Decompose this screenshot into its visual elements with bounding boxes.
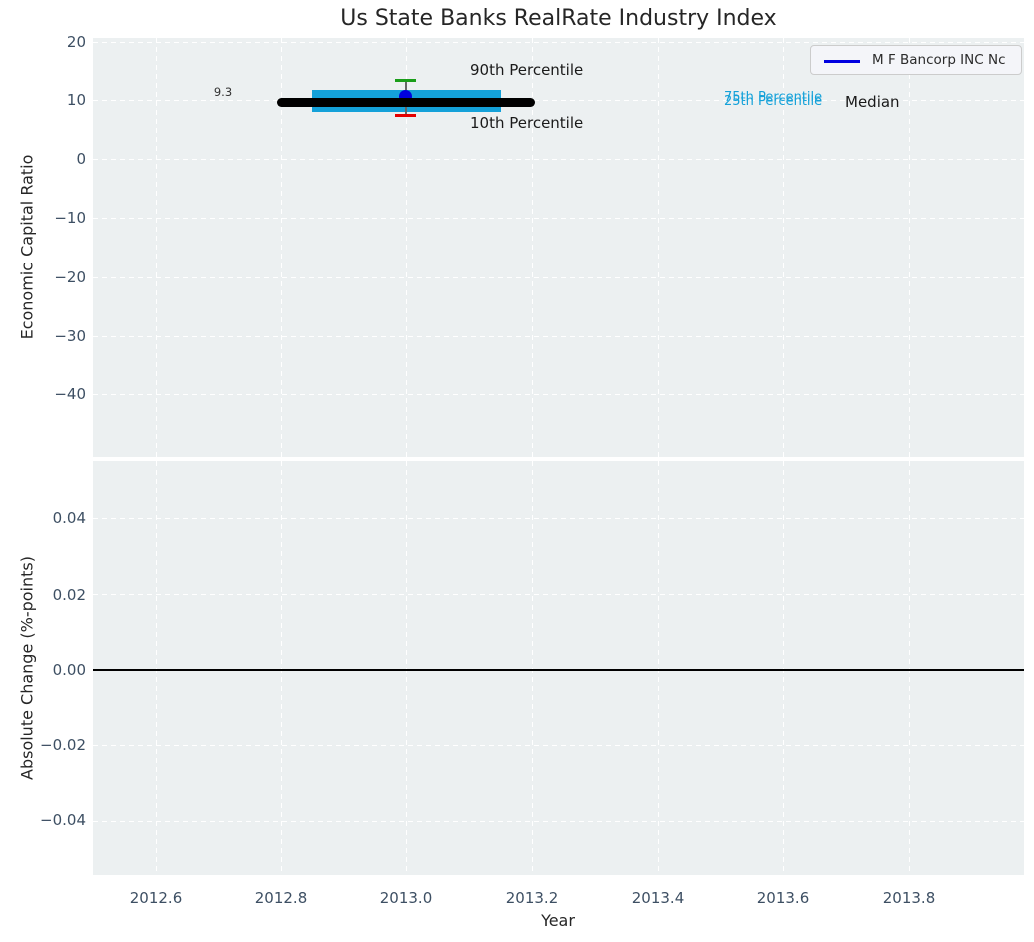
gridline-h [93, 821, 1024, 822]
gridline-h [93, 394, 1024, 395]
gridline-v [281, 461, 282, 875]
y-tick-label: 0 [76, 150, 86, 168]
legend-label: M F Bancorp INC Nc [872, 52, 1006, 68]
top-axes: 9.3 90th Percentile 10th Percentile 75th… [93, 38, 1024, 457]
p10-whisker-cap [395, 114, 416, 117]
y-tick-label: 0.02 [52, 586, 86, 604]
x-tick-label: 2013.2 [505, 889, 559, 907]
gridline-v [783, 38, 784, 457]
p75-annotation: 75th Percentile [724, 90, 823, 105]
y-tick-label: 10 [66, 91, 86, 109]
y-tick-label: −10 [54, 209, 86, 227]
gridline-h [93, 336, 1024, 337]
legend: M F Bancorp INC Nc [810, 45, 1022, 75]
y-tick-label: −0.02 [40, 736, 86, 754]
gridline-v [532, 38, 533, 457]
gridline-v [658, 38, 659, 457]
legend-line-swatch [824, 60, 860, 63]
gridline-h [93, 745, 1024, 746]
bottom-axes [93, 461, 1024, 875]
p10-annotation: 10th Percentile [470, 114, 584, 132]
gridline-v [406, 38, 407, 457]
gridline-h [93, 518, 1024, 519]
chart-title: Us State Banks RealRate Industry Index [340, 6, 777, 31]
gridline-v [281, 38, 282, 457]
gridline-v [658, 461, 659, 875]
median-line [277, 98, 535, 107]
gridline-v [909, 461, 910, 875]
y-tick-label: −40 [54, 385, 86, 403]
bottom-y-axis-label: Absolute Change (%-points) [17, 556, 37, 780]
gridline-v [532, 461, 533, 875]
p90-annotation: 90th Percentile [470, 61, 584, 79]
zero-baseline [93, 669, 1024, 671]
y-tick-label: 0.04 [52, 509, 86, 527]
y-tick-label: −30 [54, 327, 86, 345]
y-tick-label: 0.00 [52, 661, 86, 679]
gridline-v [156, 38, 157, 457]
gridline-h [93, 218, 1024, 219]
x-tick-label: 2012.8 [254, 889, 308, 907]
p25-annotation: 25th Percentile [724, 94, 823, 109]
y-tick-label: −20 [54, 268, 86, 286]
gridline-h [93, 159, 1024, 160]
x-tick-label: 2013.6 [756, 889, 810, 907]
x-tick-label: 2012.6 [129, 889, 183, 907]
median-annotation: Median [845, 93, 900, 111]
gridline-h [93, 277, 1024, 278]
x-tick-label: 2013.4 [631, 889, 685, 907]
x-axis-label: Year [541, 911, 575, 930]
y-tick-label: −0.04 [40, 811, 86, 829]
p90-whisker-cap [395, 79, 416, 82]
gridline-v [909, 38, 910, 457]
y-tick-label: 20 [66, 33, 86, 51]
gridline-v [406, 461, 407, 875]
gridline-v [156, 461, 157, 875]
gridline-h [93, 594, 1024, 595]
top-y-axis-label: Economic Capital Ratio [17, 154, 37, 340]
x-tick-label: 2013.0 [379, 889, 433, 907]
gridline-v [783, 461, 784, 875]
gridline-h [93, 42, 1024, 43]
x-tick-label: 2013.8 [882, 889, 936, 907]
gridline-h [93, 100, 1024, 101]
median-value-label: 9.3 [213, 85, 233, 99]
